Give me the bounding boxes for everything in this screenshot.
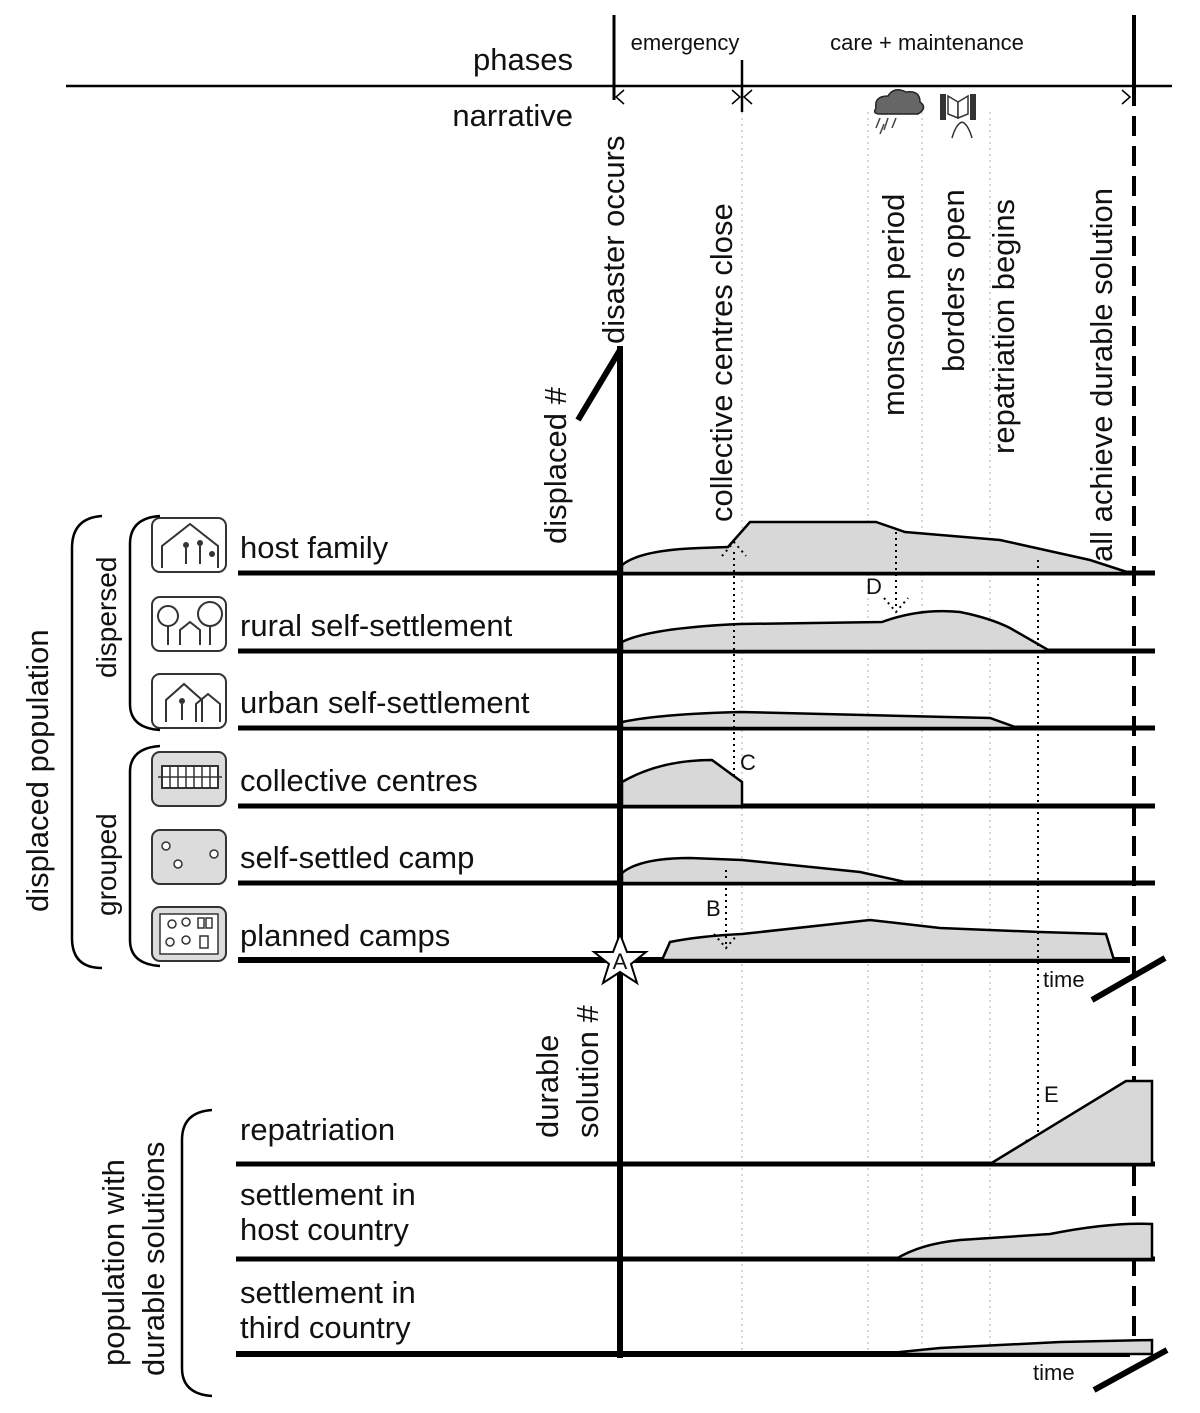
phase-care-maintenance: care + maintenance <box>830 30 1024 55</box>
event-disaster-occurs: disaster occurs <box>596 136 631 344</box>
bracket-dispersed <box>128 514 161 732</box>
row-label-host-country-line2: host country <box>240 1212 409 1247</box>
collective-centre-icon <box>151 751 227 807</box>
marker-c: C <box>740 750 756 775</box>
settlement-host-country-area <box>891 1222 1154 1261</box>
row-label-rural-self-settlement: rural self-settlement <box>240 608 513 643</box>
time-axis-top-end <box>1090 955 1167 1003</box>
group-grouped: grouped <box>91 813 122 916</box>
bracket-displaced-population <box>70 514 103 970</box>
planned-camps-area <box>660 918 1116 962</box>
event-collective-centres-close: collective centres close <box>704 203 739 522</box>
phase-arrows <box>614 89 1132 105</box>
self-settled-camp-icon <box>151 829 227 885</box>
phases-label: phases <box>473 42 573 77</box>
row-label-repatriation: repatriation <box>240 1112 395 1147</box>
time-axis-bottom-end <box>1092 1347 1169 1393</box>
marker-d: D <box>866 574 882 599</box>
event-borders-open: borders open <box>936 189 971 372</box>
displaced-axis-tick <box>575 348 623 422</box>
host-family-area <box>620 520 1131 575</box>
row-label-planned-camps: planned camps <box>240 918 450 953</box>
group-dispersed: dispersed <box>91 557 122 678</box>
event-all-achieve-durable-solution: all achieve durable solution <box>1084 188 1119 562</box>
collective-centres-area <box>620 758 744 808</box>
row-label-self-settled-camp: self-settled camp <box>240 840 474 875</box>
bracket-durable-population <box>180 1108 213 1398</box>
bracket-grouped <box>128 744 161 968</box>
time-axis-bottom-label: time <box>1033 1360 1075 1385</box>
row-label-urban-self-settlement: urban self-settlement <box>240 685 530 720</box>
axis-durable-line1: durable <box>530 1035 565 1138</box>
border-gate-icon <box>940 94 976 139</box>
marker-e: E <box>1044 1082 1059 1107</box>
row-label-host-family: host family <box>240 530 389 565</box>
self-settled-camp-area <box>620 856 911 885</box>
urban-self-settlement-area <box>620 710 1019 730</box>
event-monsoon-period: monsoon period <box>876 194 911 416</box>
row-label-collective-centres: collective centres <box>240 763 478 798</box>
svg-text:A: A <box>613 949 628 974</box>
phase-emergency: emergency <box>631 30 740 55</box>
repatriation-area <box>985 1079 1154 1166</box>
urban-settlement-icon <box>151 673 227 729</box>
axis-displaced-count: displaced # <box>538 386 573 544</box>
marker-b: B <box>706 896 721 921</box>
event-repatriation-begins: repatriation begins <box>986 199 1021 454</box>
narrative-label: narrative <box>452 98 573 133</box>
group-displaced-population: displaced population <box>20 629 55 912</box>
time-axis-top-label: time <box>1043 967 1085 992</box>
axis-durable-line2: solution # <box>570 1005 605 1138</box>
row-label-host-country-line1: settlement in <box>240 1177 416 1212</box>
row-label-third-country-line1: settlement in <box>240 1275 416 1310</box>
rural-settlement-icon <box>151 596 227 652</box>
rural-self-settlement-area <box>620 609 1055 653</box>
group-durable-population-line1: population with <box>96 1159 131 1366</box>
planned-camp-icon <box>151 906 227 962</box>
row-label-third-country-line2: third country <box>240 1310 411 1345</box>
host-family-icon <box>151 517 227 573</box>
settlement-third-country-area <box>879 1338 1154 1356</box>
marker-a: A <box>591 931 649 986</box>
rain-cloud-icon <box>873 89 925 135</box>
group-durable-population-line2: durable solutions <box>136 1142 171 1376</box>
